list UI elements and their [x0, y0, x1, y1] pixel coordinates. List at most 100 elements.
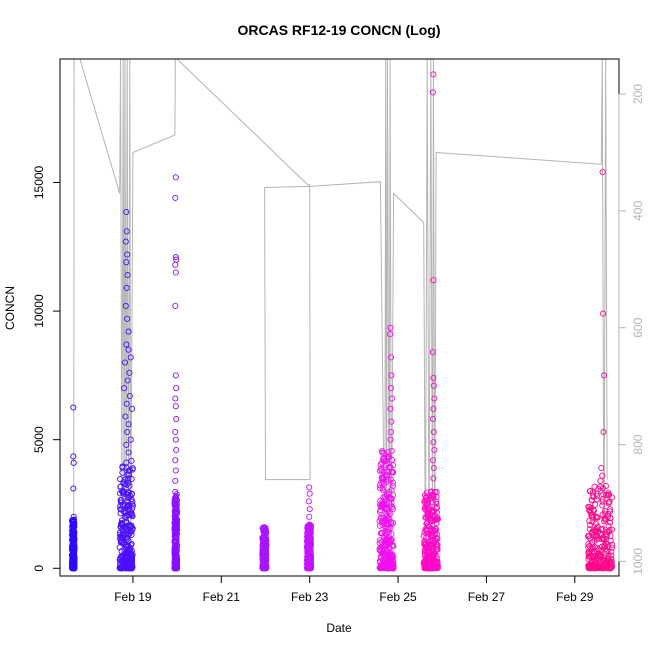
scatter-point	[124, 562, 131, 569]
scatter-point	[424, 522, 431, 529]
scatter-point	[128, 531, 135, 538]
scatter-point	[603, 533, 610, 540]
scatter-point	[121, 385, 128, 392]
scatter-point	[384, 507, 391, 514]
scatter-point	[598, 526, 605, 533]
scatter-point	[430, 71, 437, 78]
scatter-point	[586, 507, 593, 514]
scatter-point	[383, 469, 390, 476]
scatter-point	[70, 453, 77, 460]
scatter-point	[172, 403, 179, 410]
scatter-point	[379, 475, 386, 482]
scatter-point	[586, 550, 593, 558]
scatter-point	[172, 372, 179, 379]
scatter-point	[608, 548, 615, 555]
scatter-point	[588, 512, 595, 519]
scatter-point	[129, 466, 136, 473]
scatter-point	[388, 372, 395, 379]
scatter-point	[599, 496, 606, 503]
scatter-point	[389, 503, 396, 511]
scatter-point	[599, 502, 606, 509]
scatter-point	[601, 556, 608, 563]
x-axis-label: Date	[326, 621, 352, 635]
y2-tick-label: 1000	[631, 548, 645, 575]
series-rf17	[376, 324, 397, 572]
y2-tick-label: 600	[631, 317, 645, 337]
scatter-point	[376, 537, 383, 544]
scatter-point	[173, 553, 180, 560]
scatter-point	[125, 475, 132, 482]
scatter-point	[118, 536, 125, 543]
scatter-point	[123, 441, 130, 448]
scatter-point	[590, 526, 597, 534]
scatter-point	[430, 560, 437, 567]
scatter-point	[388, 495, 395, 502]
scatter-point	[117, 497, 124, 504]
scatter-point	[171, 507, 178, 514]
scatter-point	[433, 520, 440, 527]
scatter-point	[125, 346, 132, 353]
scatter-point	[602, 482, 609, 490]
scatter-point	[172, 302, 179, 309]
scatter-point	[172, 174, 179, 181]
scatter-point	[388, 418, 395, 425]
scatter-point	[430, 428, 437, 436]
y-tick-label: 0	[32, 565, 46, 572]
scatter-point	[116, 490, 124, 497]
scatter-point	[122, 413, 129, 420]
scatter-point	[387, 476, 395, 483]
scatter-point	[376, 467, 383, 474]
scatter-point	[379, 459, 386, 466]
scatter-point	[117, 503, 124, 510]
scatter-point	[590, 493, 597, 501]
scatter-point	[172, 517, 179, 524]
scatter-point	[597, 483, 604, 490]
scatter-point	[604, 513, 612, 520]
x-tick-label: Feb 23	[291, 590, 329, 604]
scatter-point	[430, 556, 437, 563]
scatter-point	[431, 446, 438, 454]
scatter-point	[70, 485, 77, 492]
x-tick-label: Feb 27	[468, 590, 506, 604]
scatter-point	[122, 302, 129, 309]
scatter-point	[592, 513, 599, 520]
scatter-point	[382, 517, 389, 524]
y-tick-label: 5000	[32, 426, 46, 453]
series-rf18	[420, 71, 441, 572]
scatter-point	[124, 428, 131, 436]
scatter-point	[261, 524, 268, 531]
scatter-point	[304, 564, 311, 571]
scatter-point	[121, 359, 129, 366]
scatter-point	[306, 564, 313, 572]
scatter-point	[305, 543, 312, 550]
scatter-point	[591, 544, 599, 551]
scatter-point	[260, 559, 267, 566]
scatter-point	[69, 528, 77, 535]
scatter-point	[389, 542, 396, 549]
scatter-point	[378, 529, 385, 536]
scatter-point	[262, 527, 269, 534]
scatter-point	[125, 560, 132, 567]
scatter-point	[421, 565, 428, 572]
plot-area-border	[59, 58, 620, 577]
series-rf19	[585, 169, 616, 572]
scatter-point	[172, 395, 179, 402]
scatter-point	[119, 565, 126, 572]
scatter-point	[430, 439, 437, 446]
scatter-point	[172, 530, 179, 537]
series-rf12	[68, 404, 78, 572]
scatter-point	[122, 526, 129, 533]
scatter-point	[260, 541, 268, 548]
scatter-point	[383, 491, 390, 498]
scatter-point	[306, 490, 313, 497]
scatter-point	[596, 562, 603, 570]
pressure-line	[73, 59, 608, 568]
scatter-point	[430, 464, 437, 472]
scatter-point	[121, 501, 128, 508]
scatter-point	[428, 508, 435, 515]
scatter-point	[387, 385, 395, 392]
scatter-point	[119, 489, 126, 496]
scatter-point	[129, 498, 136, 505]
y2-tick-label: 400	[631, 201, 645, 221]
scatter-point	[120, 558, 127, 565]
